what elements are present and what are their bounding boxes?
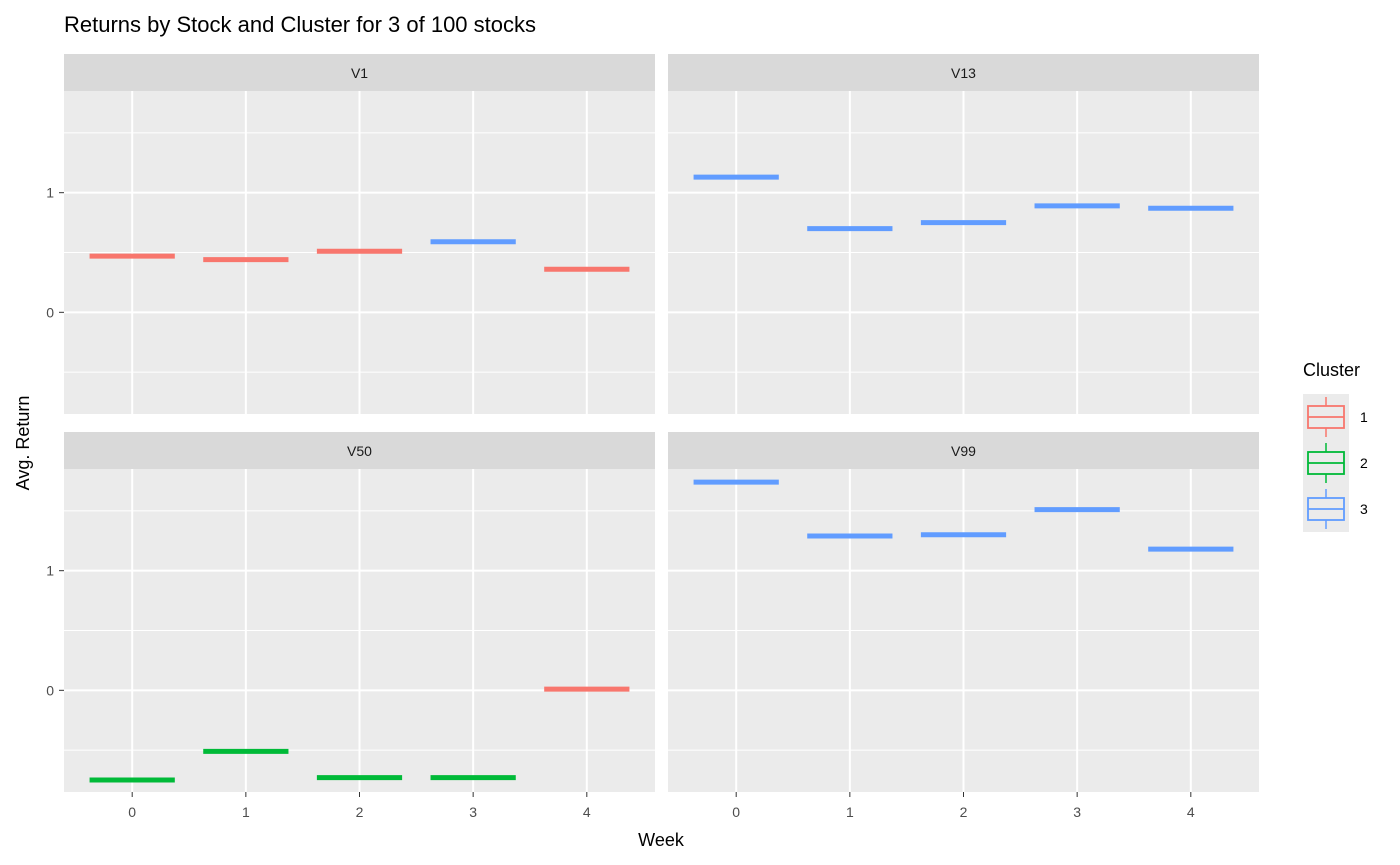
facet-strip-label: V1 (351, 65, 368, 81)
x-tick-label: 2 (960, 804, 968, 820)
x-tick-label: 4 (583, 804, 591, 820)
facet-strip-label: V99 (951, 443, 976, 459)
facet-strip-label: V50 (347, 443, 372, 459)
x-tick-label: 3 (469, 804, 477, 820)
x-axis-title: Week (638, 830, 685, 850)
y-axis-title: Avg. Return (13, 396, 33, 491)
x-tick-label: 2 (356, 804, 364, 820)
chart-title: Returns by Stock and Cluster for 3 of 10… (64, 12, 536, 37)
y-tick-label: 0 (46, 682, 54, 698)
legend-label: 3 (1360, 501, 1368, 517)
x-tick-label: 1 (242, 804, 250, 820)
facet-strip (64, 432, 655, 469)
y-tick-label: 1 (46, 563, 54, 579)
legend-label: 2 (1360, 455, 1368, 471)
facet-panels: V1 0 1 V13 V50 0 1 0 1 2 3 4 V99 0 1 2 3 4 (46, 54, 1259, 820)
facet-strip-label: V13 (951, 65, 976, 81)
x-tick-label: 3 (1073, 804, 1081, 820)
x-tick-label: 4 (1187, 804, 1195, 820)
facet-strip (668, 54, 1259, 91)
x-tick-label: 1 (846, 804, 854, 820)
y-tick-label: 1 (46, 185, 54, 201)
legend-label: 1 (1360, 409, 1368, 425)
x-tick-label: 0 (128, 804, 136, 820)
y-tick-label: 0 (46, 304, 54, 320)
legend-title: Cluster (1303, 360, 1360, 380)
legend: Cluster 1 2 3 (1303, 360, 1368, 532)
facet-strip (668, 432, 1259, 469)
x-tick-label: 0 (732, 804, 740, 820)
facet-strip (64, 54, 655, 91)
